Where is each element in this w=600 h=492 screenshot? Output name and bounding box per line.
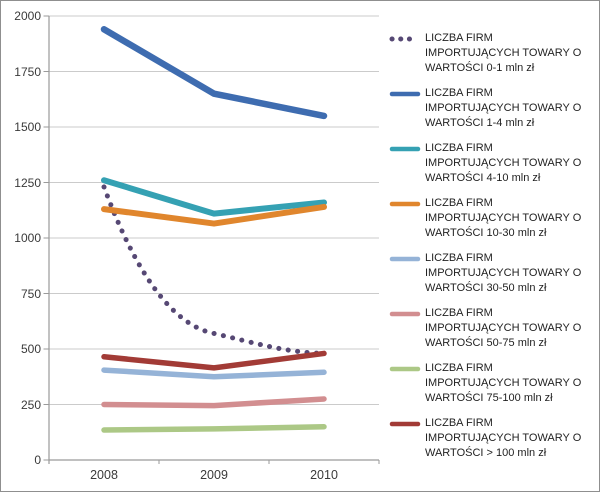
legend-label-line: LICZBA FIRM (425, 307, 493, 319)
y-tick-label: 250 (20, 397, 41, 412)
legend-label: LICZBA FIRM IMPORTUJĄCYCH TOWARY O WARTOŚC… (425, 31, 593, 76)
legend-label: LICZBA FIRM IMPORTUJĄCYCH TOWARY O WARTOŚC… (425, 416, 593, 461)
legend-dotted-line-icon (389, 36, 421, 42)
legend-label-line: IMPORTUJĄCYCH TOWARY O (425, 102, 582, 114)
legend-label: LICZBA FIRM IMPORTUJĄCYCH TOWARY O WARTOŚC… (425, 306, 593, 351)
legend-label-line: LICZBA FIRM (425, 362, 493, 374)
y-tick-label: 0 (34, 453, 41, 467)
legend-label: LICZBA FIRM IMPORTUJĄCYCH TOWARY O WARTOŚC… (425, 141, 593, 186)
legend-label-line: WARTOŚCI 50-75 mln zł (425, 337, 547, 349)
series-line-1 (100, 26, 328, 120)
legend-label-line: IMPORTUJĄCYCH TOWARY O (425, 377, 582, 389)
legend-line-icon (389, 256, 421, 262)
series-line-5 (101, 396, 327, 409)
legend-item: LICZBA FIRM IMPORTUJĄCYCH TOWARY O WARTOŚC… (389, 251, 594, 306)
legend-line-icon (389, 421, 421, 427)
legend-label-line: WARTOŚCI 10-30 mln zł (425, 227, 547, 239)
x-category-label: 2009 (200, 468, 228, 482)
y-tick-label: 750 (20, 286, 41, 301)
legend-item: LICZBA FIRM IMPORTUJĄCYCH TOWARY O WARTOŚC… (389, 416, 594, 471)
legend-label-line: IMPORTUJĄCYCH TOWARY O (425, 157, 582, 169)
legend-item: LICZBA FIRM IMPORTUJĄCYCH TOWARY O WARTOŚC… (389, 361, 594, 416)
y-tick-label: 500 (20, 342, 41, 356)
legend-label: LICZBA FIRM IMPORTUJĄCYCH TOWARY O WARTOŚC… (425, 196, 593, 241)
legend-label-line: IMPORTUJĄCYCH TOWARY O (425, 267, 582, 279)
legend-label-line: LICZBA FIRM (425, 87, 493, 99)
series-line-6 (101, 423, 327, 433)
legend-label-line: LICZBA FIRM (425, 32, 493, 44)
y-tick-label: 2000 (14, 9, 41, 23)
legend-label-line: WARTOŚCI 30-50 mln zł (425, 282, 547, 294)
legend-item: LICZBA FIRM IMPORTUJĄCYCH TOWARY O WARTOŚC… (389, 196, 594, 251)
legend-label-line: LICZBA FIRM (425, 417, 493, 429)
legend-line-icon (389, 311, 421, 317)
series-line-4 (101, 367, 327, 380)
legend-label-line: WARTOŚCI > 100 mln zł (425, 447, 547, 459)
legend-item: LICZBA FIRM IMPORTUJĄCYCH TOWARY O WARTOŚC… (389, 31, 594, 86)
legend-label-line: WARTOŚCI 1-4 mln zł (425, 117, 535, 129)
x-category-label: 2010 (310, 468, 338, 482)
legend-item: LICZBA FIRM IMPORTUJĄCYCH TOWARY O WARTOŚC… (389, 86, 594, 141)
legend-line-icon (389, 146, 421, 152)
legend-label-line: LICZBA FIRM (425, 142, 493, 154)
legend-item: LICZBA FIRM IMPORTUJĄCYCH TOWARY O WARTOŚC… (389, 306, 594, 361)
legend-label-line: WARTOŚCI 0-1 mln zł (425, 62, 535, 74)
legend-item: LICZBA FIRM IMPORTUJĄCYCH TOWARY O WARTOŚC… (389, 141, 594, 196)
legend-label: LICZBA FIRM IMPORTUJĄCYCH TOWARY O WARTOŚC… (425, 251, 593, 296)
legend-label-line: LICZBA FIRM (425, 197, 493, 209)
legend-line-icon (389, 366, 421, 372)
legend-label: LICZBA FIRM IMPORTUJĄCYCH TOWARY O WARTOŚC… (425, 86, 593, 131)
legend-label-line: IMPORTUJĄCYCH TOWARY O (425, 322, 582, 334)
y-tick-label: 1000 (14, 231, 41, 245)
legend-label-line: IMPORTUJĄCYCH TOWARY O (425, 47, 582, 59)
legend-label-line: LICZBA FIRM (425, 252, 493, 264)
y-tick-label: 1250 (14, 175, 41, 190)
legend-line-icon (389, 201, 421, 207)
legend-line-icon (389, 91, 421, 97)
y-tick-label: 1750 (14, 64, 41, 79)
legend-label-line: WARTOŚCI 4-10 mln zł (425, 172, 541, 184)
legend-label-line: IMPORTUJĄCYCH TOWARY O (425, 212, 582, 224)
x-category-label: 2008 (90, 468, 118, 482)
series-line-2 (101, 177, 327, 217)
y-tick-label: 1500 (14, 120, 41, 134)
series-line-0 (101, 184, 327, 356)
legend-label-line: IMPORTUJĄCYCH TOWARY O (425, 432, 582, 444)
series-line-3 (101, 203, 327, 227)
legend-label: LICZBA FIRM IMPORTUJĄCYCH TOWARY O WARTOŚC… (425, 361, 593, 406)
series-line-7 (101, 350, 327, 371)
legend-label-line: WARTOŚCI 75-100 mln zł (425, 392, 553, 404)
